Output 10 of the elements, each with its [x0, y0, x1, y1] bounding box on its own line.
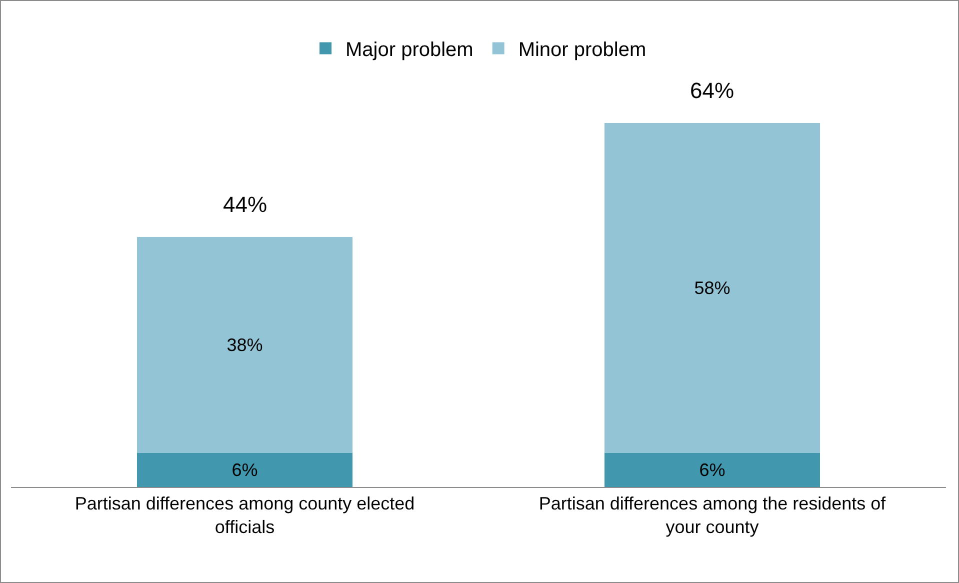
data-label: 6%: [699, 460, 726, 480]
legend-label: Major problem: [346, 39, 474, 62]
data-label: 58%: [694, 278, 730, 298]
x-tick-label: Partisan differences among county elected officials: [74, 494, 415, 537]
x-tick-label: Partisan differences among the residents of your county: [538, 494, 887, 537]
data-label: 38%: [226, 334, 263, 355]
data-label: 6%: [232, 460, 258, 480]
total-label: 64%: [690, 78, 734, 103]
legend-label: Minor problem: [518, 39, 646, 62]
total-label: 44%: [223, 192, 268, 217]
